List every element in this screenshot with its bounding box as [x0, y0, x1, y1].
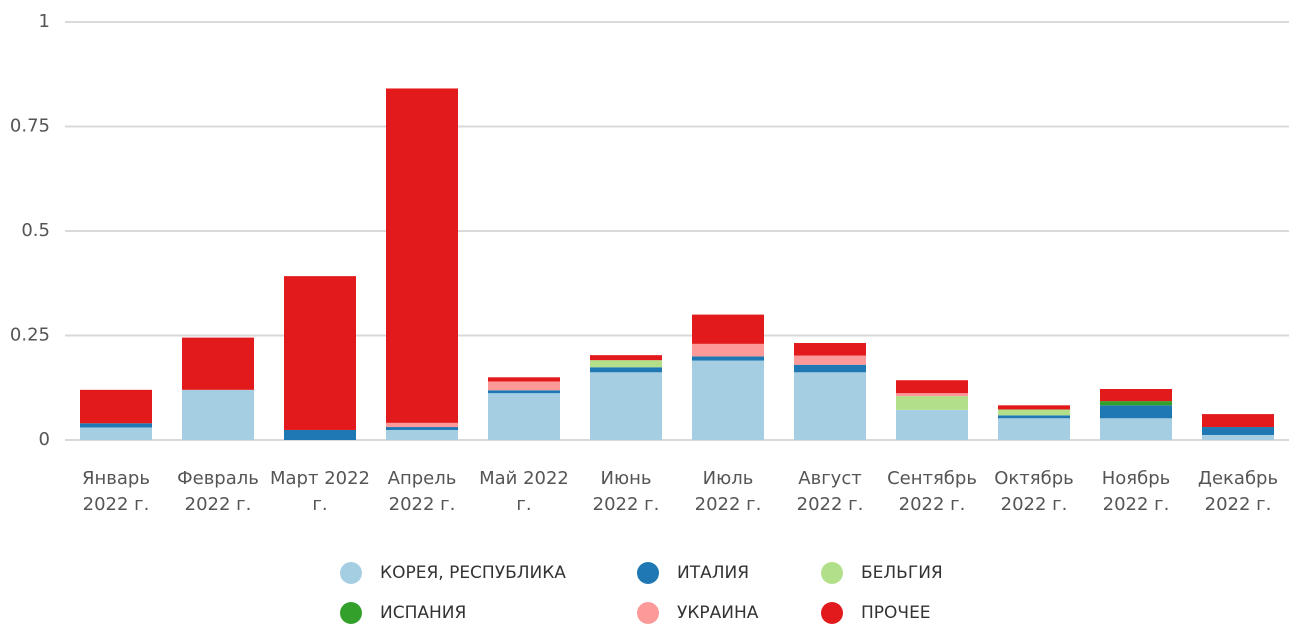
legend-swatch — [637, 602, 659, 624]
legend-swatch — [821, 602, 843, 624]
bar-segment — [284, 276, 356, 430]
bar-segment — [1100, 405, 1172, 419]
bar-segment — [386, 427, 458, 430]
bar-segment — [998, 418, 1070, 440]
x-tick-label: Ноябрь 2022 г. — [1101, 468, 1171, 515]
bar-segment — [590, 360, 662, 368]
bar-segment — [488, 381, 560, 391]
bar-segment — [794, 364, 866, 373]
bar-segment — [998, 405, 1070, 410]
bar-segment — [1100, 389, 1172, 402]
legend-label: УКРАИНА — [677, 603, 759, 623]
x-tick-label: Октябрь 2022 г. — [994, 468, 1074, 515]
bar-segment — [1202, 434, 1274, 440]
y-tick-label: 0.75 — [10, 116, 50, 137]
bar-segment — [386, 429, 458, 440]
bar-segment — [488, 393, 560, 440]
bar-segment — [1202, 414, 1274, 428]
legend: КОРЕЯ, РЕСПУБЛИКА ИТАЛИЯ БЕЛЬГИЯ ИСПАНИЯ УКР… — [340, 560, 981, 626]
legend-swatch — [821, 562, 843, 584]
y-tick-label: 0 — [39, 429, 50, 450]
legend-swatch — [637, 562, 659, 584]
x-tick-label: Март 2022 г. — [270, 468, 371, 515]
y-tick-label: 0.25 — [10, 325, 50, 346]
bar-segment — [488, 377, 560, 382]
legend-label: ПРОЧЕЕ — [861, 603, 931, 623]
legend-swatch — [340, 562, 362, 584]
legend-swatch — [340, 602, 362, 624]
y-tick-label: 0.5 — [21, 220, 50, 241]
bar-segment — [590, 372, 662, 440]
bar-segment — [590, 367, 662, 373]
x-tick-label: Январь 2022 г. — [82, 468, 150, 515]
bar-segment — [794, 343, 866, 356]
legend-label: БЕЛЬГИЯ — [861, 563, 943, 583]
bar-segment — [182, 389, 254, 440]
x-tick-label: Сентябрь 2022 г. — [887, 468, 977, 515]
bar-segment — [794, 355, 866, 365]
bar-segment — [896, 393, 968, 397]
bar-segment — [998, 409, 1070, 416]
legend-label: ИТАЛИЯ — [677, 563, 750, 583]
bar-segment — [998, 415, 1070, 419]
legend-label: ИСПАНИЯ — [380, 603, 467, 623]
bar-segment — [80, 389, 152, 424]
x-tick-label: Декабрь 2022 г. — [1197, 468, 1279, 515]
bar-segment — [488, 390, 560, 394]
bar-segment — [1100, 401, 1172, 406]
bar-segment — [284, 429, 356, 440]
x-tick-label: Июль 2022 г. — [694, 468, 762, 515]
bar-segment — [692, 360, 764, 440]
x-tick-label: Февраль 2022 г. — [177, 468, 259, 515]
bar-segment — [590, 355, 662, 361]
bar-segment — [692, 343, 764, 357]
bar-segment — [386, 422, 458, 428]
y-tick-label: 1 — [39, 11, 50, 32]
bar-segment — [1202, 427, 1274, 435]
bar-segment — [692, 314, 764, 344]
legend-item: КОРЕЯ, РЕСПУБЛИКА — [340, 560, 637, 586]
bar-segment — [1100, 418, 1172, 440]
x-tick-label: Июнь 2022 г. — [592, 468, 660, 515]
legend-item: УКРАИНА — [637, 600, 821, 626]
bar-segment — [386, 88, 458, 423]
bar-segment — [794, 372, 866, 440]
x-tick-label: Апрель 2022 г. — [387, 468, 457, 515]
bar-segment — [896, 380, 968, 394]
bar-segment — [182, 337, 254, 390]
legend-item: БЕЛЬГИЯ — [821, 560, 981, 586]
bar-segment — [896, 396, 968, 410]
bar-segment — [896, 409, 968, 440]
x-tick-label: Август 2022 г. — [796, 468, 864, 515]
bar-segment — [80, 423, 152, 428]
bar-segment — [80, 427, 152, 440]
legend-label: КОРЕЯ, РЕСПУБЛИКА — [380, 563, 566, 583]
legend-item: ИСПАНИЯ — [340, 600, 637, 626]
legend-item: ПРОЧЕЕ — [821, 600, 981, 626]
bar-segment — [692, 356, 764, 361]
legend-item: ИТАЛИЯ — [637, 560, 821, 586]
x-tick-label: Май 2022 г. — [479, 468, 569, 515]
